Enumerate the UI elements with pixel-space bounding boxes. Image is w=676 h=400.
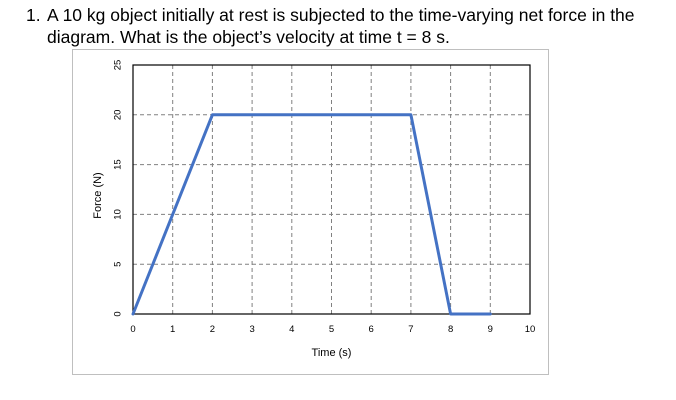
y-tick-label: 20	[113, 110, 124, 121]
x-axis-title: Time (s)	[312, 347, 352, 359]
question-line-2: diagram. What is the object’s velocity a…	[47, 27, 450, 47]
y-tick-label: 25	[113, 60, 124, 71]
x-tick-label: 8	[448, 324, 453, 335]
chart-frame	[72, 49, 549, 375]
x-tick-label: 5	[329, 324, 334, 335]
plot-area-border	[132, 64, 531, 315]
x-tick-label: 6	[369, 324, 374, 335]
x-tick-label: 4	[289, 324, 294, 335]
y-tick-label: 10	[113, 209, 124, 220]
y-tick-label: 5	[113, 262, 124, 267]
x-tick-label: 3	[249, 324, 254, 335]
question-line-1: A 10 kg object initially at rest is subj…	[47, 5, 635, 25]
y-axis-title: Force (N)	[92, 172, 104, 218]
x-tick-label: 2	[210, 324, 215, 335]
x-tick-label: 0	[130, 324, 135, 335]
x-tick-label: 10	[525, 324, 536, 335]
x-tick-label: 9	[488, 324, 493, 335]
x-tick-label: 1	[170, 324, 175, 335]
y-tick-label: 0	[113, 311, 124, 316]
x-tick-label: 7	[408, 324, 413, 335]
force-series-line	[131, 113, 492, 316]
question-number: 1.	[26, 5, 41, 25]
y-tick-label: 15	[113, 159, 124, 170]
